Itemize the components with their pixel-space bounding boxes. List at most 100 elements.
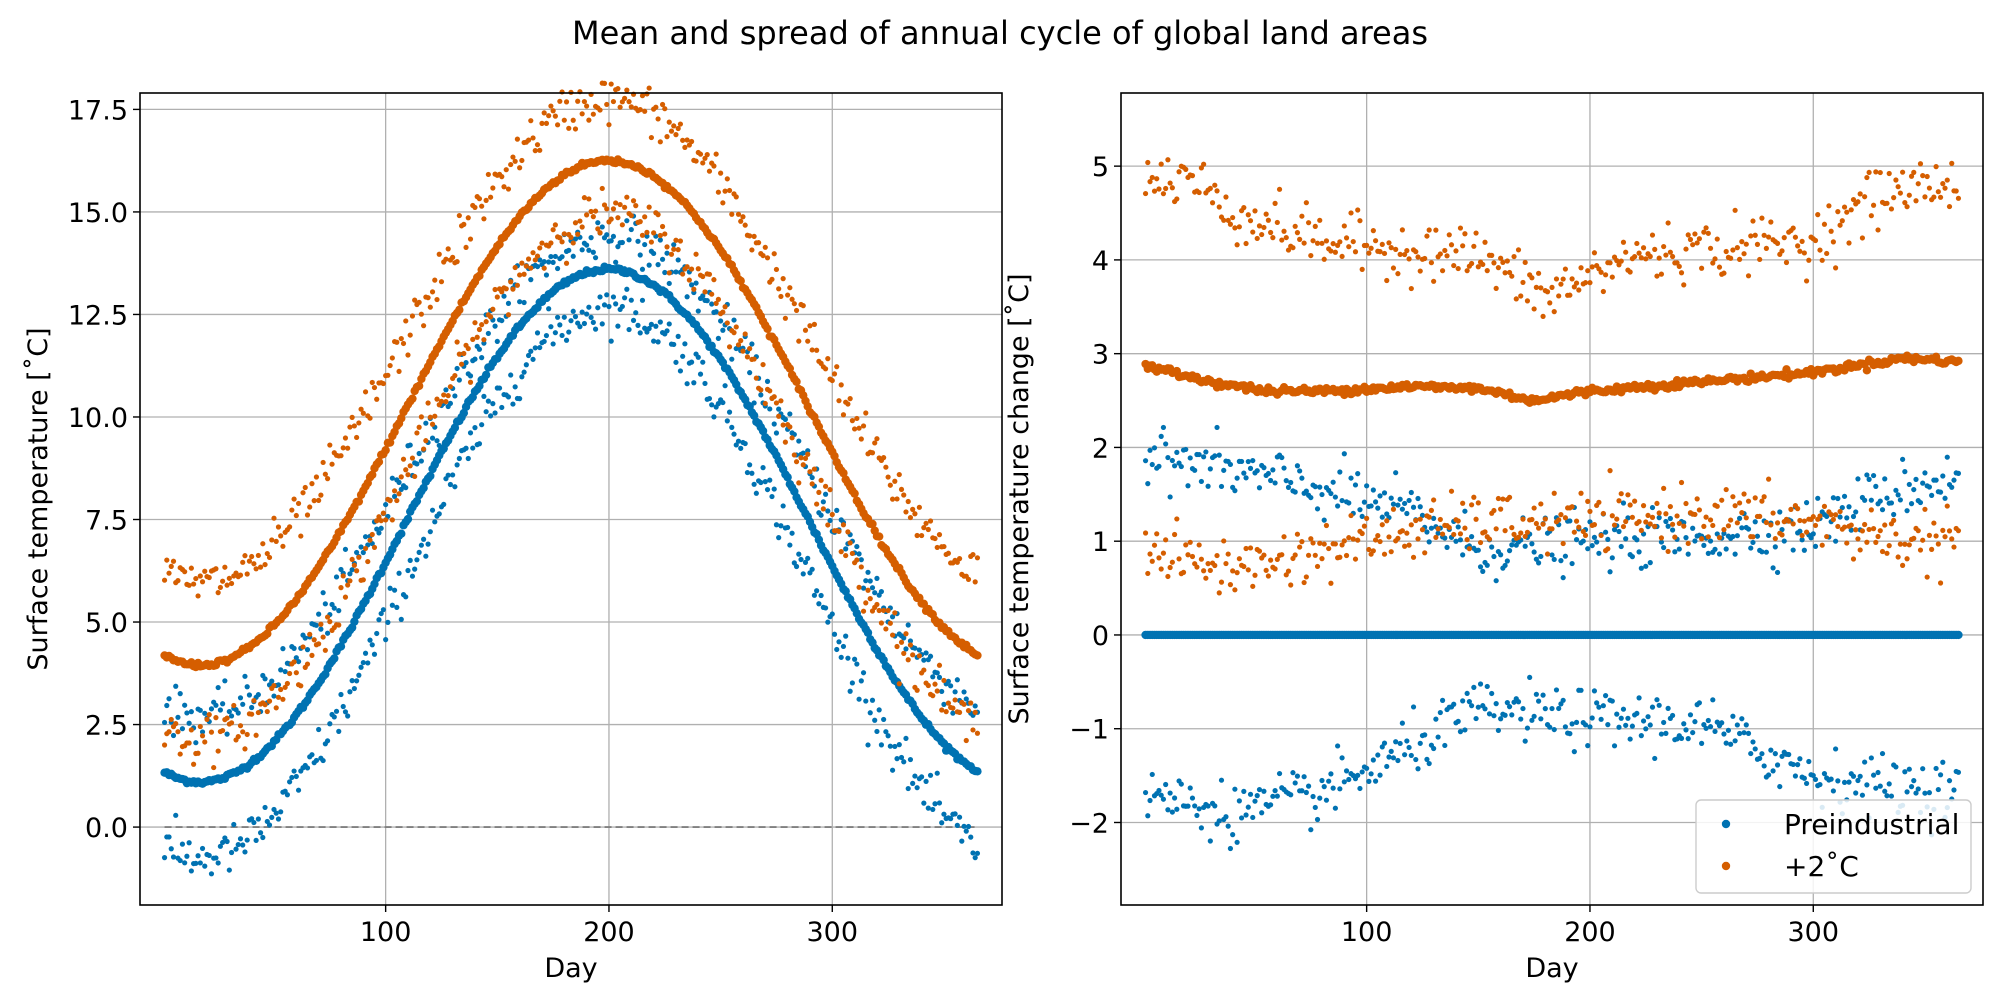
- data-point: [601, 80, 608, 86]
- data-point: [1797, 756, 1803, 762]
- data-point: [452, 372, 458, 379]
- data-point: [1370, 487, 1376, 493]
- data-point: [1410, 704, 1417, 710]
- data-point: [1551, 726, 1557, 733]
- data-point: [316, 641, 322, 647]
- data-point: [686, 277, 692, 283]
- data-point: [1705, 230, 1711, 236]
- figure-title: Mean and spread of annual cycle of globa…: [571, 14, 1429, 52]
- data-point: [744, 469, 751, 476]
- data-point: [655, 116, 661, 122]
- data-point: [889, 496, 896, 502]
- data-point: [1600, 288, 1606, 295]
- data-point: [1632, 498, 1638, 504]
- data-point: [1643, 726, 1649, 732]
- data-point: [1951, 544, 1957, 550]
- data-point: [1404, 738, 1410, 744]
- data-point: [1710, 697, 1716, 703]
- data-point: [827, 517, 833, 524]
- data-point: [1603, 272, 1609, 278]
- data-point: [887, 482, 893, 488]
- data-point: [1457, 531, 1464, 537]
- data-point: [932, 801, 938, 807]
- data-point: [228, 849, 235, 856]
- data-point: [1285, 247, 1292, 253]
- data-point: [610, 206, 617, 212]
- data-point: [1879, 750, 1886, 757]
- data-point: [492, 323, 498, 329]
- data-point: [599, 224, 605, 230]
- data-point: [298, 533, 304, 539]
- data-point: [624, 286, 630, 292]
- legend-box: [1695, 799, 1972, 894]
- data-point: [1294, 463, 1301, 469]
- data-point: [244, 731, 250, 738]
- data-point: [173, 812, 179, 818]
- data-point: [1841, 493, 1848, 499]
- data-point: [1830, 239, 1836, 245]
- data-point: [1442, 535, 1448, 541]
- data-point: [1870, 772, 1877, 778]
- data-point: [1609, 274, 1615, 280]
- data-point: [831, 371, 838, 377]
- data-point: [452, 393, 458, 399]
- data-point: [619, 303, 625, 310]
- data-point: [537, 344, 543, 351]
- data-point: [233, 846, 239, 852]
- data-point: [648, 321, 654, 327]
- data-point: [876, 707, 882, 713]
- data-point: [1954, 630, 1963, 640]
- data-point: [1658, 271, 1665, 277]
- data-point: [1372, 499, 1379, 505]
- data-point: [499, 317, 505, 324]
- data-point: [217, 707, 223, 713]
- data-point: [970, 551, 976, 558]
- data-point: [1395, 502, 1401, 508]
- data-point: [1475, 500, 1481, 506]
- data-point: [367, 415, 373, 421]
- series-plus2-mean: [1141, 351, 1963, 407]
- data-point: [664, 134, 670, 140]
- data-point: [550, 341, 556, 347]
- data-point: [1714, 236, 1720, 242]
- data-point: [166, 696, 172, 702]
- data-point: [566, 125, 572, 131]
- data-point: [1321, 517, 1327, 523]
- data-point: [1176, 556, 1182, 562]
- data-point: [362, 534, 369, 540]
- data-point: [1384, 277, 1390, 284]
- data-point: [1268, 802, 1274, 808]
- data-point: [195, 750, 201, 756]
- data-point: [1402, 543, 1408, 549]
- data-point: [1866, 169, 1872, 176]
- data-point: [269, 814, 275, 820]
- data-point: [622, 295, 628, 301]
- data-point: [905, 785, 911, 792]
- data-point: [1743, 722, 1749, 728]
- data-point: [914, 687, 920, 693]
- data-point: [1198, 825, 1204, 831]
- data-point: [1743, 515, 1749, 521]
- data-point: [1527, 674, 1533, 681]
- data-point: [456, 377, 462, 383]
- data-point: [1212, 182, 1218, 188]
- data-point: [1640, 245, 1647, 251]
- data-point: [865, 587, 871, 593]
- data-point: [546, 259, 552, 265]
- data-point: [872, 717, 878, 723]
- data-point: [671, 341, 677, 348]
- data-point: [1879, 548, 1886, 555]
- data-point: [930, 693, 936, 699]
- data-point: [1766, 772, 1772, 778]
- data-point: [896, 471, 902, 478]
- data-point: [590, 319, 596, 326]
- data-point: [204, 716, 210, 722]
- data-point: [932, 681, 938, 687]
- data-point: [664, 244, 670, 250]
- data-point: [1792, 234, 1799, 240]
- data-point: [1292, 489, 1298, 495]
- data-point: [559, 332, 565, 339]
- data-point: [1837, 514, 1843, 520]
- data-point: [1350, 536, 1356, 542]
- data-point: [1884, 793, 1890, 799]
